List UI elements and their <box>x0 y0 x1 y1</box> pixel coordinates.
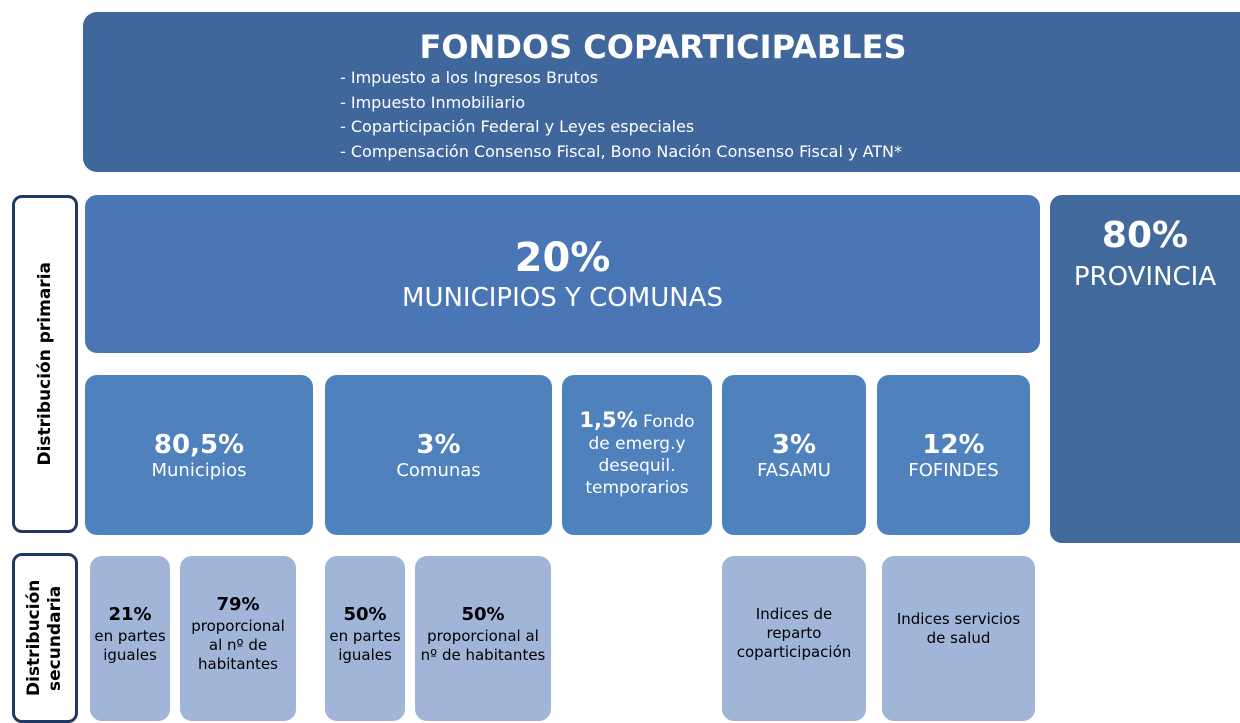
secondary-box: Indices de reparto coparticipación <box>722 556 866 721</box>
header-item: - Impuesto a los Ingresos Brutos <box>340 68 599 87</box>
fund-label: FASAMU <box>757 459 831 481</box>
province-percent: 80% <box>1101 215 1189 256</box>
secondary-label: en partes iguales <box>329 626 401 664</box>
secondary-label: Indices de reparto coparticipación <box>736 605 852 661</box>
secondary-label: en partes iguales <box>94 626 166 664</box>
header-box: FONDOS COPARTICIPABLES - Impuesto a los … <box>83 12 1240 172</box>
header-title: FONDOS COPARTICIPABLES <box>419 28 907 66</box>
secondary-box: Indices servicios de salud <box>882 556 1035 721</box>
header-items: - Impuesto a los Ingresos Brutos - Impue… <box>340 66 902 164</box>
fund-percent: 3% <box>771 429 817 460</box>
side-label-box: Distribución primaria <box>12 195 78 533</box>
secondary-percent: 79% <box>216 594 260 615</box>
secondary-percent: 21% <box>108 603 152 625</box>
fund-box: 3% FASAMU <box>722 375 866 535</box>
primary-box: 20% MUNICIPIOS Y COMUNAS <box>85 195 1040 353</box>
fund-box: 80,5% Municipios <box>85 375 313 535</box>
fund-percent: 12% <box>922 429 985 460</box>
header-item: - Compensación Consenso Fiscal, Bono Nac… <box>340 141 903 161</box>
fund-box: 12% FOFINDES <box>877 375 1030 535</box>
secondary-box: 50% en partes iguales <box>325 556 405 721</box>
primary-label: MUNICIPIOS Y COMUNAS <box>402 283 723 313</box>
header-item: - Coparticipación Federal y Leyes especi… <box>340 117 695 136</box>
fund-label: Fondo de emerg.y desequil. temporarios <box>585 412 695 498</box>
fund-box: 1,5% Fondo de emerg.y desequil. temporar… <box>562 375 712 535</box>
fund-label: Comunas <box>396 459 481 481</box>
secondary-label: proporcional al nº de habitantes <box>420 626 546 664</box>
province-label: PROVINCIA <box>1073 262 1217 292</box>
fund-label: Municipios <box>151 459 247 481</box>
header-item: - Impuesto Inmobiliario <box>340 92 526 112</box>
fund-box: 3% Comunas <box>325 375 552 535</box>
province-box: 80% PROVINCIA <box>1050 195 1240 543</box>
fund-label: FOFINDES <box>908 459 999 481</box>
side-label: Distribución primaria <box>34 262 55 466</box>
primary-percent: 20% <box>514 235 611 281</box>
secondary-percent: 50% <box>461 603 505 625</box>
secondary-box: 21% en partes iguales <box>90 556 170 721</box>
secondary-label: proporcional al nº de habitantes <box>191 617 285 673</box>
secondary-box: 50% proporcional al nº de habitantes <box>415 556 551 721</box>
fund-percent: 1,5% <box>579 408 638 432</box>
fund-percent: 80,5% <box>153 429 245 460</box>
secondary-label: Indices servicios de salud <box>896 609 1021 647</box>
secondary-box: 79% proporcional al nº de habitantes <box>180 556 296 721</box>
side-label: Distribución secundaria <box>24 579 65 697</box>
side-label-box: Distribución secundaria <box>12 553 78 723</box>
secondary-percent: 50% <box>343 603 387 625</box>
fund-percent: 3% <box>416 429 461 460</box>
